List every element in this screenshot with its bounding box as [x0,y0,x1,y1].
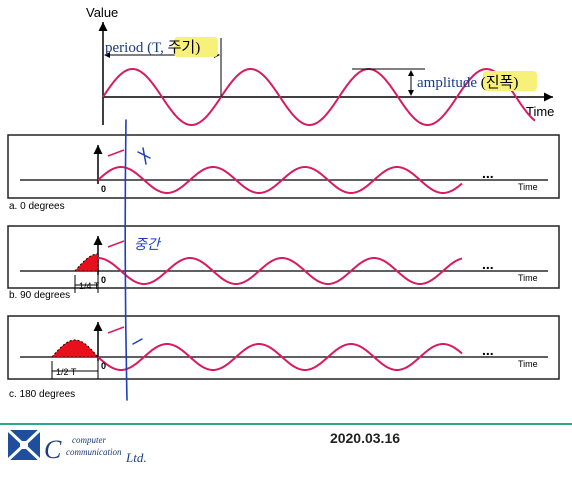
origin-label: 0 [101,361,106,371]
amplitude-highlight-box [483,71,537,91]
period-highlight-box [174,37,218,57]
amplitude-label: amplitude (진폭) [417,74,518,91]
footer-date: 2020.03.16 [329,430,401,446]
amplitude-korean: (진폭) [481,74,519,91]
panel-caption: b. 90 degrees [9,290,70,301]
panel-frame [7,315,560,380]
phase-panel-2: 1/2 T 0... Time c. 180 degrees [7,315,560,400]
amplitude-arrowhead-top [408,70,414,76]
handwritten-plus-sign [137,147,151,165]
logo-script-c: C [44,435,62,464]
handwritten-arrow [107,149,125,157]
period-korean: 주기) [168,39,201,56]
company-logo: C computer communication Ltd. [6,428,147,465]
shift-label: 1/4 T [79,281,100,291]
phase-panel-0: 0... Time a. 0 degrees [7,134,560,212]
continuation-ellipsis: ... [482,342,494,358]
top-value-label: Value [86,5,118,20]
phase-shift-area [50,339,100,358]
period-label: period (T, 주기) [105,39,200,56]
logo-text-ltd: Ltd. [125,450,147,465]
footer: C computer communication Ltd. [0,423,572,465]
continuation-ellipsis: ... [482,256,494,272]
amplitude-arrowhead-bottom [408,90,414,96]
panel-time-label: Time [518,359,538,369]
top-sine-wave [102,68,536,126]
panel-caption: a. 0 degrees [9,201,65,212]
logo-text-computer: computer [72,435,106,445]
panel-time-label: Time [518,273,538,283]
panel-sine-wave [97,166,463,194]
top-figure: Value Time period (T, 주기) amplitude (진폭) [86,5,554,126]
handwritten-minus-sign [132,338,143,345]
continuation-ellipsis: ... [482,165,494,181]
handwritten-note-90: 중간 [134,236,162,252]
phase-panel-1: 1/4 T0... Time b. 90 degrees [7,225,560,301]
top-time-label: Time [526,104,554,119]
logo-text-communication: communication [66,447,122,457]
period-arrowhead-left [104,52,110,58]
panel-frame [7,134,560,199]
panel-sine-wave [97,343,463,371]
panel-frame [7,225,560,289]
handwritten-annotations [124,119,151,401]
panel-time-label: Time [518,182,538,192]
handwritten-arrow [107,240,125,248]
panel-caption: c. 180 degrees [9,389,75,400]
phase-shift-area [73,253,99,272]
handwritten-vertical-line [124,119,128,401]
shift-label: 1/2 T [56,367,77,377]
origin-label: 0 [101,184,106,194]
panel-sine-wave [98,257,463,285]
handwritten-arrow [107,326,125,334]
origin-label: 0 [101,275,106,285]
